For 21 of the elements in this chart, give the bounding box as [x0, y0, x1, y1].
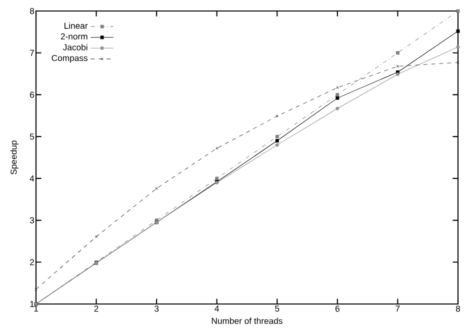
y-tick-label: 4: [30, 175, 34, 182]
x-tick-label: 7: [396, 306, 400, 312]
y-tick-label: 6: [30, 92, 34, 98]
legend-label: Jacobi: [62, 44, 88, 50]
x-tick-label: 3: [154, 306, 159, 312]
legend-label: 2-norm: [60, 33, 88, 40]
x-tick-label: 6: [335, 306, 340, 312]
y-tick-label: 5: [30, 134, 34, 140]
x-tick-label: 8: [456, 306, 460, 312]
y-tick-label: 1: [30, 301, 34, 307]
legend-label: Linear: [64, 22, 88, 29]
x-tick-label: 4: [214, 306, 219, 312]
y-axis-title: Speedup: [10, 140, 18, 174]
y-tick-label: 7: [30, 50, 34, 56]
x-tick-label: 2: [94, 306, 98, 312]
y-tick-label: 3: [30, 217, 34, 224]
y-tick-label: 2: [30, 259, 34, 266]
y-tick-label: 8: [30, 8, 34, 14]
x-axis-title: Number of threads: [212, 318, 282, 324]
x-tick-label: 5: [275, 306, 280, 312]
legend-label: Compass: [52, 54, 88, 63]
